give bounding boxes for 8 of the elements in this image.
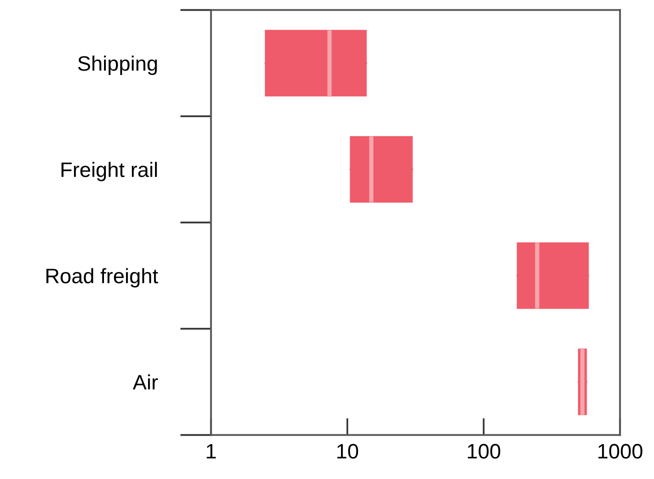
- x-tick-label: 10: [337, 444, 358, 459]
- y-tick-label: Shipping: [78, 56, 157, 75]
- y-tick-label: Road freight: [46, 268, 158, 288]
- x-tick-label: 1: [206, 444, 216, 458]
- y-tick-label: Freight rail: [62, 162, 157, 182]
- y-tick-label: Air: [132, 374, 158, 390]
- x-tick-label: 1000: [598, 444, 642, 459]
- x-tick-label: 100: [468, 444, 500, 459]
